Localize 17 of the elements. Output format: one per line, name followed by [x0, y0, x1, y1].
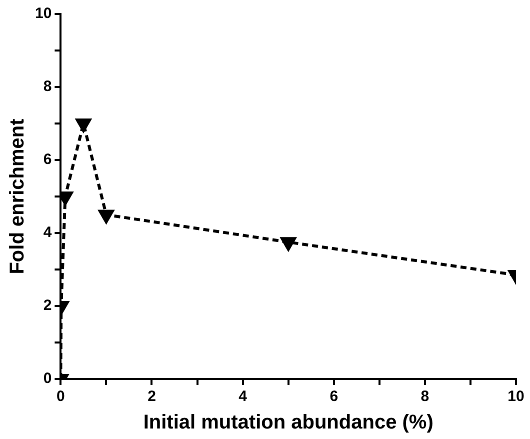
- y-axis-title: Fold enrichment: [6, 118, 29, 274]
- y-tick-label: 0: [43, 370, 52, 388]
- y-tick-label: 10: [34, 5, 52, 22]
- x-tick-label: 6: [330, 388, 338, 406]
- x-tick-label: 10: [508, 388, 524, 406]
- x-axis-title: Initial mutation abundance (%): [143, 412, 434, 434]
- x-tick-label: 2: [148, 388, 156, 406]
- y-tick-label: 4: [43, 224, 52, 242]
- y-tick-label: 8: [43, 78, 52, 96]
- y-tick-label: 6: [43, 151, 52, 168]
- point: [280, 237, 296, 251]
- y-tick-label: 2: [43, 297, 52, 314]
- point: [98, 210, 114, 224]
- x-tick-label: 0: [56, 388, 65, 406]
- x-tick-label: 8: [420, 388, 430, 406]
- point: [60, 192, 73, 205]
- x-tick-label: 4: [238, 388, 248, 406]
